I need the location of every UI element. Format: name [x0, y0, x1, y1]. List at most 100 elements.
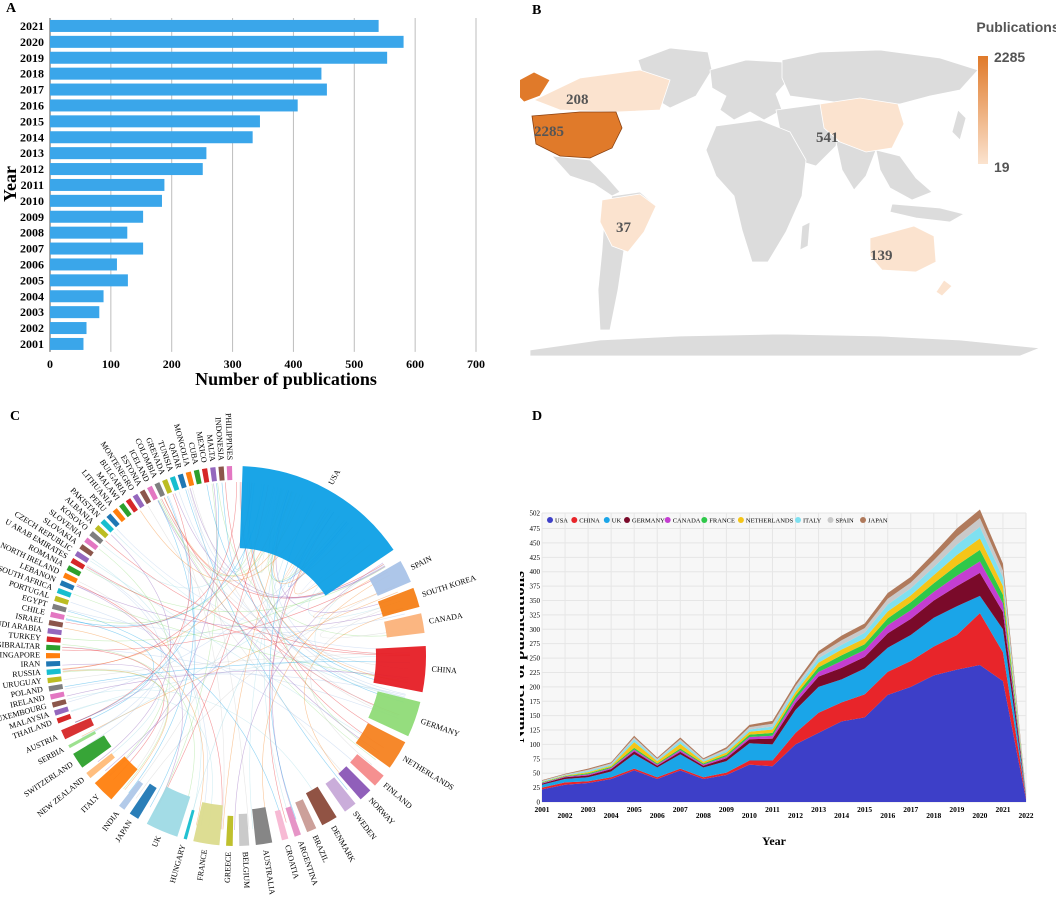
chord-arc-albania: [94, 524, 109, 539]
chord-arc-grenada: [162, 478, 173, 494]
chord-ribbon: [157, 500, 381, 754]
x-tick-label-700: 700: [467, 357, 485, 371]
x-tick-label-2007: 2007: [673, 805, 688, 814]
chord-ribbon: [81, 591, 398, 737]
country-label-japan: JAPAN: [113, 818, 134, 843]
country-label-uk: UK: [150, 834, 163, 848]
chord-ribbon: [262, 574, 391, 828]
chord-ribbon: [62, 646, 399, 719]
canada-region: [532, 69, 671, 113]
world-map: B: [507, 3, 1056, 357]
chord-arc-spain: [369, 561, 411, 596]
legend-color-bar: [978, 56, 988, 164]
panel-label-b: B: [532, 3, 541, 18]
chord-ribbon: [70, 601, 366, 773]
chord-arc-tunisia: [169, 476, 180, 492]
x-tick-label-2016: 2016: [880, 811, 895, 820]
map-label-usa: 2285: [534, 124, 564, 140]
y-tick-label-2016: 2016: [20, 98, 44, 112]
y-tick-label-2003: 2003: [20, 305, 44, 319]
chord-ribbon: [62, 669, 169, 791]
chord-arc-kosovo: [89, 531, 104, 545]
x-tick-label-100: 100: [102, 357, 120, 371]
country-label-brazil: BRAZIL: [311, 834, 331, 864]
country-label-norway: NORWAY: [367, 796, 397, 827]
chord-arc-india: [119, 780, 144, 810]
x-tick-label-2018: 2018: [926, 811, 941, 820]
y-tick-label-50: 50: [533, 770, 541, 778]
country-label-croatia: CROATIA: [283, 844, 301, 880]
chord-arc-malta: [210, 467, 217, 482]
chord-arc-cuba: [193, 469, 202, 485]
legend-label-usa: USA: [555, 518, 568, 525]
x-tick-label-2013: 2013: [811, 805, 826, 814]
central-america-shape: [551, 155, 621, 197]
chord-ribbon: [185, 489, 348, 790]
chord-arc-luxembourg: [51, 699, 67, 708]
area-series-china: [542, 613, 1026, 800]
chord-arc-philippines: [226, 466, 233, 481]
y-tick-label-300: 300: [530, 626, 541, 634]
x-tick-label-2011: 2011: [765, 805, 780, 814]
x-tick-label-2019: 2019: [949, 805, 964, 814]
chord-arc-singapore: [45, 653, 61, 659]
bar-2018: [50, 67, 322, 80]
chord-arc-iran: [46, 660, 61, 667]
chord-ribbon: [206, 484, 404, 703]
africa-shape: [705, 119, 807, 263]
bar-2004: [50, 290, 104, 303]
chord-arc-lebanon: [59, 580, 75, 591]
chord-arc-south-korea: [377, 587, 420, 617]
chord-arc-croatia: [274, 809, 289, 841]
bar-2010: [50, 194, 162, 207]
country-label-south-korea: SOUTH KOREA: [421, 573, 477, 599]
chord-ribbon: [160, 499, 376, 760]
x-tick-label-2014: 2014: [834, 811, 849, 820]
country-label-singapore: SINGAPORE: [0, 650, 40, 659]
y-tick-label-450: 450: [530, 539, 541, 547]
y-tick-label-2005: 2005: [20, 273, 44, 287]
area-series-netherlands: [542, 538, 1026, 795]
chord-arc-saudi-arabia: [47, 628, 62, 636]
chord-arc-romania: [66, 565, 82, 577]
bar-2016: [50, 99, 298, 112]
chord-arc-poland: [48, 683, 64, 692]
map-label-canada: 208: [566, 92, 589, 108]
y-tick-label-2021: 2021: [20, 19, 44, 33]
chord-arc-russia: [46, 668, 61, 675]
y-tick-label-2017: 2017: [20, 83, 44, 97]
legend-swatch-netherlands: [737, 517, 744, 523]
chord-arc-israel: [48, 619, 64, 628]
bar-2020: [50, 35, 404, 48]
chord-arc-ireland: [49, 691, 65, 700]
chord-arc-netherlands: [355, 723, 406, 768]
panel-d: D 0 25 50 75 100 125 150 175 200 225 250 275 300 325 3…: [509, 400, 1056, 912]
y-tick-label-225: 225: [530, 669, 541, 677]
x-tick-label-2006: 2006: [650, 811, 665, 820]
bar-2017: [50, 83, 327, 96]
country-label-malta: MALTA: [205, 434, 217, 462]
russia-shape: [781, 49, 979, 105]
chord-ribbon: [65, 482, 237, 628]
legend-swatch-germany: [624, 517, 630, 523]
y-tick-label-2011: 2011: [21, 178, 44, 192]
x-axis-title: Year: [762, 834, 787, 848]
chord-ribbon: [67, 610, 284, 824]
chord-ribbon: [147, 505, 354, 785]
y-tick-label-2004: 2004: [20, 289, 44, 303]
country-label-finland: FINLAND: [381, 781, 414, 811]
chord-arc-gibraltar: [46, 644, 61, 651]
chord-arc-portugal: [54, 595, 70, 605]
bar-2006: [50, 258, 117, 271]
chord-ribbon: [90, 560, 384, 749]
chord-ribbon: [102, 482, 253, 589]
area-series-uk: [542, 595, 1026, 798]
country-label-china: CHINA: [431, 665, 457, 676]
chord-arc-turkey: [46, 636, 61, 643]
chord-ribbon: [135, 585, 396, 799]
y-tick-label-325: 325: [530, 611, 541, 619]
legend-label-france: FRANCE: [709, 518, 735, 525]
chord-ribbon: [310, 602, 402, 765]
chord-ribbon: [65, 618, 154, 726]
chord-ribbon: [116, 528, 410, 650]
